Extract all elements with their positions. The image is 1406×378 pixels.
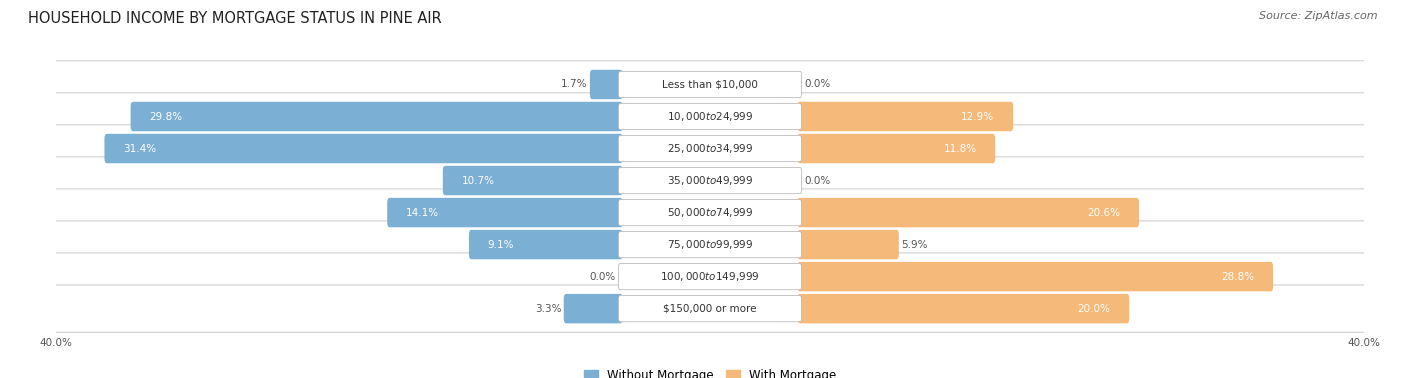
Text: Source: ZipAtlas.com: Source: ZipAtlas.com [1260,11,1378,21]
FancyBboxPatch shape [591,70,623,99]
Text: $10,000 to $24,999: $10,000 to $24,999 [666,110,754,123]
Text: 29.8%: 29.8% [149,112,183,121]
Text: $150,000 or more: $150,000 or more [664,304,756,314]
Text: 12.9%: 12.9% [962,112,994,121]
Text: 11.8%: 11.8% [943,144,976,153]
FancyBboxPatch shape [52,221,1368,268]
Text: $75,000 to $99,999: $75,000 to $99,999 [666,238,754,251]
Text: 14.1%: 14.1% [406,208,439,218]
Text: HOUSEHOLD INCOME BY MORTGAGE STATUS IN PINE AIR: HOUSEHOLD INCOME BY MORTGAGE STATUS IN P… [28,11,441,26]
FancyBboxPatch shape [797,134,995,163]
Text: 20.0%: 20.0% [1077,304,1111,314]
FancyBboxPatch shape [619,296,801,322]
FancyBboxPatch shape [619,135,801,162]
Text: 10.7%: 10.7% [461,175,495,186]
FancyBboxPatch shape [619,263,801,290]
Text: 3.3%: 3.3% [534,304,561,314]
FancyBboxPatch shape [52,125,1368,172]
Text: 28.8%: 28.8% [1222,272,1254,282]
Text: 5.9%: 5.9% [901,240,928,249]
Text: 0.0%: 0.0% [804,175,831,186]
Text: $50,000 to $74,999: $50,000 to $74,999 [666,206,754,219]
FancyBboxPatch shape [52,285,1368,332]
Text: 20.6%: 20.6% [1087,208,1121,218]
Text: 1.7%: 1.7% [561,79,588,90]
Text: Less than $10,000: Less than $10,000 [662,79,758,90]
Text: $35,000 to $49,999: $35,000 to $49,999 [666,174,754,187]
Text: 0.0%: 0.0% [804,79,831,90]
Text: 0.0%: 0.0% [589,272,616,282]
FancyBboxPatch shape [131,102,623,131]
FancyBboxPatch shape [619,231,801,258]
Text: 9.1%: 9.1% [488,240,515,249]
FancyBboxPatch shape [619,167,801,194]
FancyBboxPatch shape [52,157,1368,204]
FancyBboxPatch shape [104,134,623,163]
FancyBboxPatch shape [797,230,898,259]
FancyBboxPatch shape [619,71,801,98]
FancyBboxPatch shape [52,189,1368,236]
FancyBboxPatch shape [52,61,1368,108]
FancyBboxPatch shape [797,198,1139,227]
FancyBboxPatch shape [470,230,623,259]
FancyBboxPatch shape [387,198,623,227]
FancyBboxPatch shape [443,166,623,195]
FancyBboxPatch shape [564,294,623,323]
FancyBboxPatch shape [52,253,1368,300]
FancyBboxPatch shape [797,294,1129,323]
Text: $25,000 to $34,999: $25,000 to $34,999 [666,142,754,155]
FancyBboxPatch shape [797,102,1014,131]
FancyBboxPatch shape [619,200,801,226]
Legend: Without Mortgage, With Mortgage: Without Mortgage, With Mortgage [579,364,841,378]
FancyBboxPatch shape [52,93,1368,140]
Text: 31.4%: 31.4% [124,144,156,153]
FancyBboxPatch shape [797,262,1272,291]
FancyBboxPatch shape [619,104,801,130]
Text: $100,000 to $149,999: $100,000 to $149,999 [661,270,759,283]
